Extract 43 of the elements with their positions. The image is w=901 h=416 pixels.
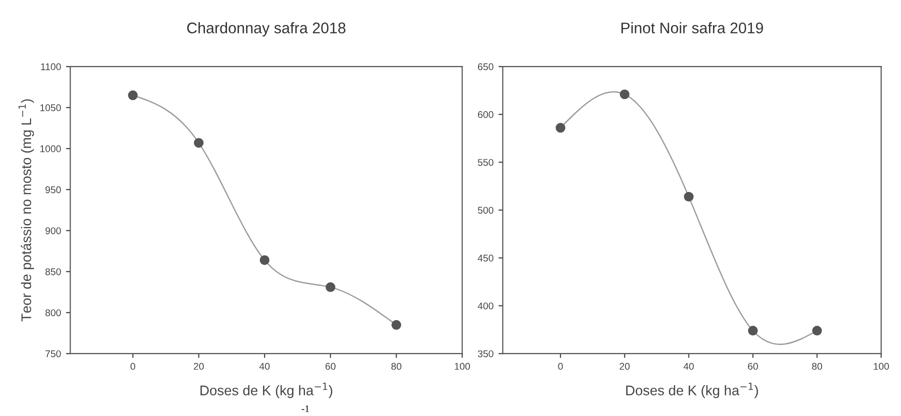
x-tick-label: 20 bbox=[194, 362, 204, 370]
x-tick-label: 100 bbox=[454, 362, 470, 370]
point bbox=[812, 326, 822, 336]
y-tick-label: 750 bbox=[46, 350, 61, 358]
chart-title: Pinot Noir safra 2019 bbox=[621, 22, 764, 34]
y-tick-label: 400 bbox=[478, 302, 494, 310]
x-tick-label: 80 bbox=[391, 362, 402, 370]
chart-title: Chardonnay safra 2018 bbox=[187, 22, 346, 36]
point bbox=[260, 255, 270, 265]
point bbox=[556, 122, 566, 133]
y-tick-label: 550 bbox=[478, 158, 494, 166]
y-tick-label: 1050 bbox=[40, 104, 61, 112]
x-axis-title: Doses de K (kg ha$^{−1}$) bbox=[626, 382, 758, 398]
x-tick-label: 40 bbox=[684, 362, 694, 370]
x-tick-label: 0 bbox=[130, 362, 136, 370]
x-tick-label: 80 bbox=[812, 362, 822, 370]
x-tick-label: 40 bbox=[259, 362, 270, 370]
x-tick-label: 100 bbox=[874, 362, 889, 370]
point bbox=[748, 326, 758, 336]
point bbox=[620, 89, 630, 100]
y-tick-label: 500 bbox=[478, 206, 494, 214]
y-tick-label: 600 bbox=[478, 111, 494, 118]
x-axis-title: Doses de K (kg ha$^{−1}$) bbox=[200, 382, 332, 398]
y-tick-label: 450 bbox=[478, 254, 494, 262]
y-tick-label: 850 bbox=[45, 268, 61, 276]
y-tick-label: 1100 bbox=[41, 63, 61, 70]
point bbox=[391, 320, 402, 330]
point bbox=[128, 90, 138, 100]
y-axis-title: Teor de potássio no mosto (mg L$^{−1}$) bbox=[18, 99, 34, 322]
x-tick-label: 0 bbox=[558, 362, 563, 370]
text: -1 bbox=[302, 405, 309, 412]
y-tick-label: 350 bbox=[478, 350, 494, 358]
point bbox=[684, 192, 694, 202]
y-tick-label: 950 bbox=[45, 186, 61, 194]
y-tick-label: 900 bbox=[45, 227, 61, 234]
x-tick-label: 20 bbox=[620, 362, 630, 370]
y-tick-label: 1000 bbox=[40, 145, 61, 152]
x-tick-label: 60 bbox=[326, 362, 336, 370]
x-tick-label: 60 bbox=[748, 362, 758, 370]
point bbox=[194, 138, 204, 148]
y-tick-label: 650 bbox=[478, 63, 494, 70]
y-tick-label: 800 bbox=[45, 309, 61, 316]
point bbox=[326, 282, 336, 292]
